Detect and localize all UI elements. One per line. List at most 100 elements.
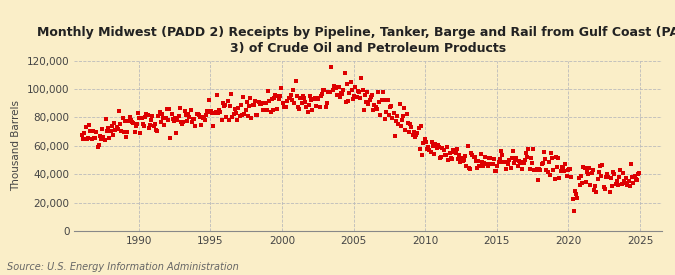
Point — [379, 98, 389, 102]
Point — [627, 175, 638, 180]
Point — [289, 100, 300, 105]
Point — [526, 161, 537, 165]
Point — [598, 185, 609, 189]
Point — [424, 148, 435, 152]
Point — [363, 102, 374, 106]
Point — [365, 94, 376, 99]
Point — [295, 95, 306, 100]
Point — [360, 99, 371, 104]
Point — [480, 155, 491, 160]
Point — [242, 114, 253, 119]
Point — [411, 133, 422, 138]
Point — [509, 161, 520, 165]
Point — [387, 116, 398, 120]
Point — [621, 176, 632, 180]
Point — [620, 180, 630, 185]
Point — [540, 156, 551, 161]
Point — [461, 164, 472, 169]
Point — [533, 178, 543, 182]
Point — [303, 103, 314, 107]
Point — [246, 116, 257, 120]
Point — [590, 183, 601, 188]
Point — [530, 168, 541, 173]
Point — [334, 95, 345, 99]
Point — [270, 93, 281, 97]
Point — [362, 89, 373, 94]
Point — [597, 163, 608, 168]
Point — [406, 125, 417, 130]
Point — [148, 124, 159, 128]
Point — [348, 96, 358, 101]
Point — [211, 110, 221, 114]
Point — [300, 100, 310, 104]
Point — [436, 155, 447, 159]
Point — [314, 105, 325, 109]
Point — [447, 157, 458, 161]
Point — [86, 137, 97, 141]
Point — [502, 160, 512, 164]
Point — [95, 134, 105, 139]
Point — [487, 161, 498, 166]
Point — [587, 168, 598, 172]
Point — [571, 192, 582, 196]
Point — [312, 96, 323, 101]
Point — [82, 136, 92, 141]
Point — [419, 137, 430, 141]
Point — [614, 175, 624, 180]
Point — [601, 175, 612, 180]
Point — [542, 170, 553, 174]
Point — [169, 116, 180, 121]
Point — [176, 120, 186, 124]
Point — [483, 156, 494, 161]
Point — [85, 128, 96, 133]
Point — [520, 151, 531, 155]
Point — [154, 110, 165, 114]
Point — [326, 65, 337, 70]
Point — [412, 131, 423, 135]
Point — [247, 103, 258, 108]
Point — [276, 86, 287, 90]
Point — [531, 167, 542, 171]
Point — [388, 111, 399, 115]
Point — [608, 170, 618, 174]
Point — [332, 92, 343, 97]
Point — [159, 123, 170, 128]
Point — [121, 134, 132, 139]
Point — [253, 100, 264, 104]
Point — [579, 166, 590, 171]
Point — [165, 136, 176, 141]
Point — [215, 110, 226, 114]
Point — [281, 104, 292, 109]
Point — [499, 160, 510, 164]
Point — [407, 133, 418, 137]
Point — [233, 106, 244, 111]
Point — [90, 136, 101, 140]
Point — [458, 159, 468, 163]
Point — [202, 109, 213, 113]
Point — [389, 134, 400, 138]
Point — [163, 118, 173, 123]
Point — [610, 182, 621, 186]
Point — [180, 113, 191, 118]
Point — [116, 129, 127, 133]
Point — [217, 101, 228, 105]
Point — [333, 84, 344, 89]
Point — [565, 167, 576, 171]
Point — [439, 153, 450, 157]
Point — [437, 146, 448, 150]
Point — [398, 114, 408, 118]
Point — [442, 145, 453, 149]
Point — [135, 131, 146, 135]
Point — [194, 113, 205, 117]
Point — [449, 150, 460, 154]
Point — [576, 174, 587, 178]
Point — [609, 172, 620, 177]
Point — [380, 117, 391, 121]
Point — [182, 119, 192, 123]
Point — [477, 160, 487, 164]
Point — [369, 103, 380, 107]
Point — [453, 157, 464, 161]
Point — [244, 103, 254, 108]
Point — [458, 157, 469, 162]
Point — [88, 136, 99, 141]
